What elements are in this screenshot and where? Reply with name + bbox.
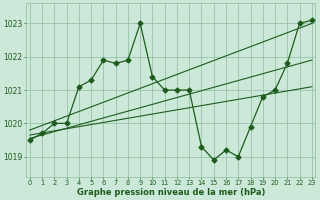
X-axis label: Graphe pression niveau de la mer (hPa): Graphe pression niveau de la mer (hPa) — [77, 188, 265, 197]
